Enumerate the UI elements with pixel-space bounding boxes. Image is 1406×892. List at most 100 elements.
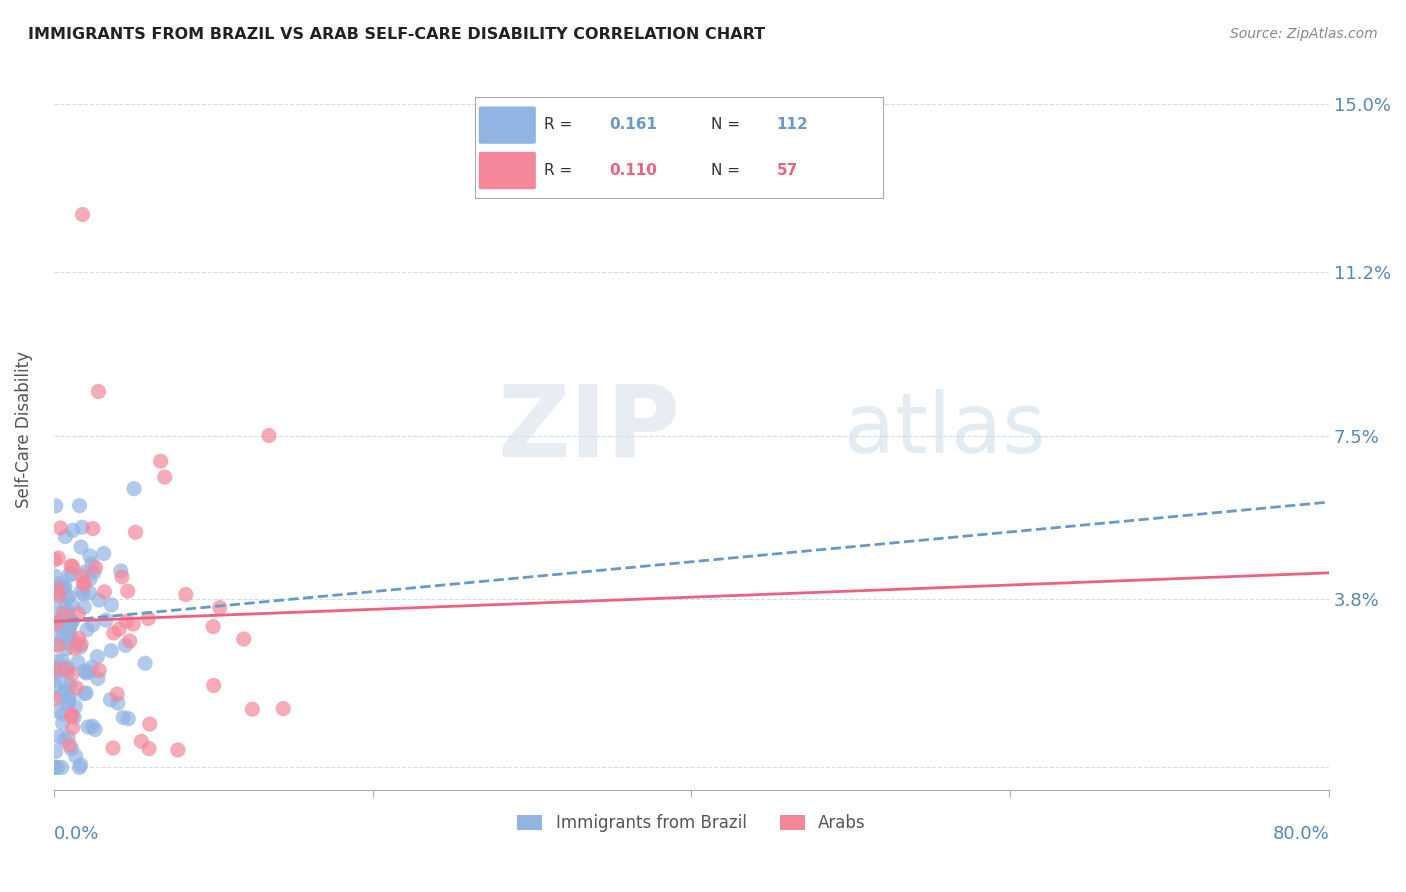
Text: atlas: atlas xyxy=(845,389,1046,469)
Point xyxy=(48,615,70,629)
Text: Source: ZipAtlas.com: Source: ZipAtlas.com xyxy=(1230,27,1378,41)
Point xyxy=(93,584,115,599)
Point xyxy=(58,604,80,618)
Point xyxy=(53,685,76,699)
Point xyxy=(44,666,66,681)
Point xyxy=(62,524,84,538)
Point xyxy=(70,584,93,599)
Point xyxy=(44,553,66,567)
Point xyxy=(56,661,79,675)
Point xyxy=(59,615,82,629)
Point xyxy=(118,634,141,648)
Point xyxy=(58,590,80,604)
Point xyxy=(44,679,66,693)
Point xyxy=(60,707,83,722)
Point xyxy=(117,712,139,726)
Point xyxy=(100,692,122,706)
Point xyxy=(46,704,69,718)
Point xyxy=(58,696,80,710)
Point xyxy=(87,593,110,607)
Point xyxy=(77,720,100,734)
Point xyxy=(167,743,190,757)
Point xyxy=(110,564,132,578)
Point xyxy=(60,709,83,723)
Point xyxy=(46,583,69,598)
Point xyxy=(138,741,160,756)
Point xyxy=(114,638,136,652)
Point xyxy=(67,632,90,646)
Point xyxy=(53,529,76,543)
Text: ZIP: ZIP xyxy=(498,381,681,477)
Point xyxy=(45,499,67,513)
Point xyxy=(60,598,83,612)
Point xyxy=(48,588,70,602)
Y-axis label: Self-Care Disability: Self-Care Disability xyxy=(15,351,32,508)
Point xyxy=(101,741,124,756)
Point xyxy=(69,499,91,513)
Point xyxy=(153,470,176,484)
Point xyxy=(82,522,104,536)
Point xyxy=(46,582,69,596)
Point xyxy=(83,565,105,579)
Point xyxy=(49,521,72,535)
Point xyxy=(52,607,75,621)
Point xyxy=(82,617,104,632)
Point xyxy=(62,721,84,735)
Point xyxy=(84,560,107,574)
Point xyxy=(79,586,101,600)
Point xyxy=(77,665,100,679)
Point xyxy=(62,559,84,574)
Point xyxy=(202,679,225,693)
Point xyxy=(87,384,110,399)
Point xyxy=(60,667,83,681)
Point xyxy=(89,664,111,678)
Point xyxy=(65,681,87,695)
Point xyxy=(56,730,79,744)
Point xyxy=(84,723,107,737)
Point xyxy=(60,615,83,629)
Point xyxy=(73,599,96,614)
Point xyxy=(66,655,89,669)
Point xyxy=(42,673,65,688)
Point xyxy=(55,678,77,692)
Point xyxy=(51,665,73,679)
Point xyxy=(42,663,65,677)
Point xyxy=(49,690,72,704)
Point xyxy=(115,615,138,629)
Point xyxy=(72,576,94,591)
Point xyxy=(55,641,77,656)
Point xyxy=(58,622,80,636)
Point xyxy=(73,687,96,701)
Point xyxy=(80,557,103,571)
Point xyxy=(56,665,79,679)
Point xyxy=(44,569,66,583)
Point xyxy=(60,615,83,629)
Point xyxy=(75,686,97,700)
Point xyxy=(58,738,80,752)
Point xyxy=(72,587,94,601)
Point xyxy=(58,689,80,703)
Point xyxy=(59,616,82,631)
Point xyxy=(103,626,125,640)
Point xyxy=(60,558,83,573)
Text: IMMIGRANTS FROM BRAZIL VS ARAB SELF-CARE DISABILITY CORRELATION CHART: IMMIGRANTS FROM BRAZIL VS ARAB SELF-CARE… xyxy=(28,27,765,42)
Point xyxy=(82,719,104,733)
Point xyxy=(117,584,139,599)
Point xyxy=(271,701,294,715)
Point xyxy=(58,623,80,637)
Point xyxy=(48,730,70,744)
Point xyxy=(69,640,91,655)
Point xyxy=(76,623,98,637)
Point xyxy=(55,606,77,620)
Point xyxy=(73,576,96,591)
Point xyxy=(79,549,101,563)
Point xyxy=(44,692,66,706)
Point xyxy=(48,576,70,591)
Point xyxy=(44,637,66,651)
Point xyxy=(73,664,96,678)
Point xyxy=(45,760,67,774)
Point xyxy=(100,644,122,658)
Point xyxy=(208,600,231,615)
Point xyxy=(42,760,65,774)
Point xyxy=(56,697,79,711)
